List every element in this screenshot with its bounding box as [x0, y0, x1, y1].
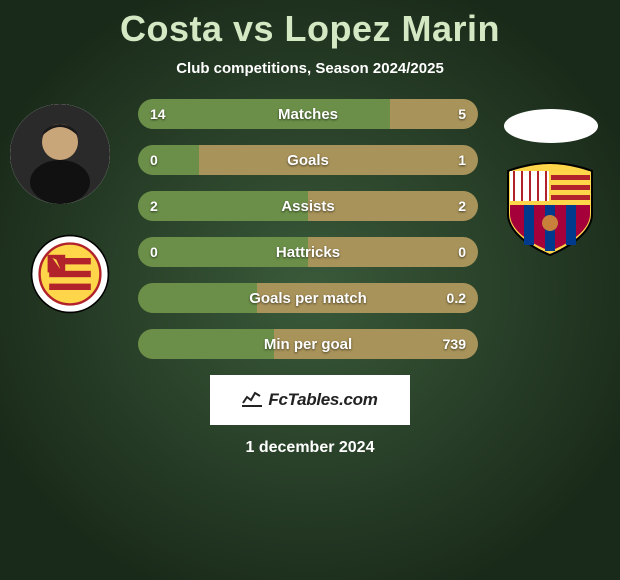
- stat-row: 145Matches: [138, 99, 478, 129]
- stat-label-wrap: Goals per match: [138, 283, 478, 313]
- footer-brand-text: FcTables.com: [268, 390, 377, 410]
- stat-label: Hattricks: [276, 244, 340, 261]
- player-left-avatar: [10, 104, 110, 204]
- player-right-avatar: [504, 109, 598, 143]
- stat-label-wrap: Assists: [138, 191, 478, 221]
- stat-row: 01Goals: [138, 145, 478, 175]
- stat-row: 0.2Goals per match: [138, 283, 478, 313]
- stat-label: Min per goal: [264, 336, 352, 353]
- club-right-badge: [500, 159, 600, 259]
- stat-row: 00Hattricks: [138, 237, 478, 267]
- subtitle: Club competitions, Season 2024/2025: [0, 60, 620, 77]
- stat-label: Goals: [287, 152, 329, 169]
- club-left-badge: [30, 234, 110, 314]
- avatar-placeholder-icon: [10, 104, 110, 204]
- chart-icon: [242, 389, 262, 412]
- mallorca-badge-icon: [30, 234, 110, 314]
- stat-label: Goals per match: [249, 290, 367, 307]
- barcelona-badge-icon: [500, 159, 600, 259]
- stat-label: Assists: [281, 198, 334, 215]
- stat-label: Matches: [278, 106, 338, 123]
- footer-date: 1 december 2024: [0, 439, 620, 457]
- stats-area: 145Matches 01Goals 22Assists 00Hattricks 0.2…: [0, 99, 620, 359]
- stat-label-wrap: Matches: [138, 99, 478, 129]
- stat-row: 22Assists: [138, 191, 478, 221]
- stat-row: 739Min per goal: [138, 329, 478, 359]
- page-title: Costa vs Lopez Marin: [0, 0, 620, 50]
- stat-label-wrap: Goals: [138, 145, 478, 175]
- stat-label-wrap: Min per goal: [138, 329, 478, 359]
- stat-label-wrap: Hattricks: [138, 237, 478, 267]
- stat-bars: 145Matches 01Goals 22Assists 00Hattricks 0.2…: [138, 99, 478, 359]
- footer-brand-badge: FcTables.com: [210, 375, 410, 425]
